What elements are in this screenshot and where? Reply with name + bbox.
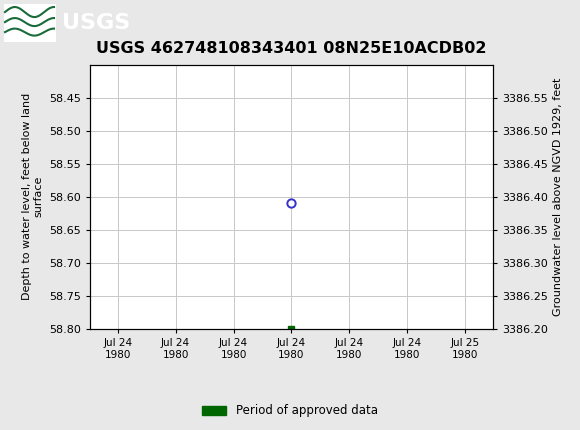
Legend: Period of approved data: Period of approved data <box>198 399 382 422</box>
Y-axis label: Groundwater level above NGVD 1929, feet: Groundwater level above NGVD 1929, feet <box>553 77 563 316</box>
Title: USGS 462748108343401 08N25E10ACDB02: USGS 462748108343401 08N25E10ACDB02 <box>96 41 487 56</box>
Text: USGS: USGS <box>62 13 130 33</box>
Y-axis label: Depth to water level, feet below land
surface: Depth to water level, feet below land su… <box>22 93 44 300</box>
Bar <box>4 4 56 42</box>
